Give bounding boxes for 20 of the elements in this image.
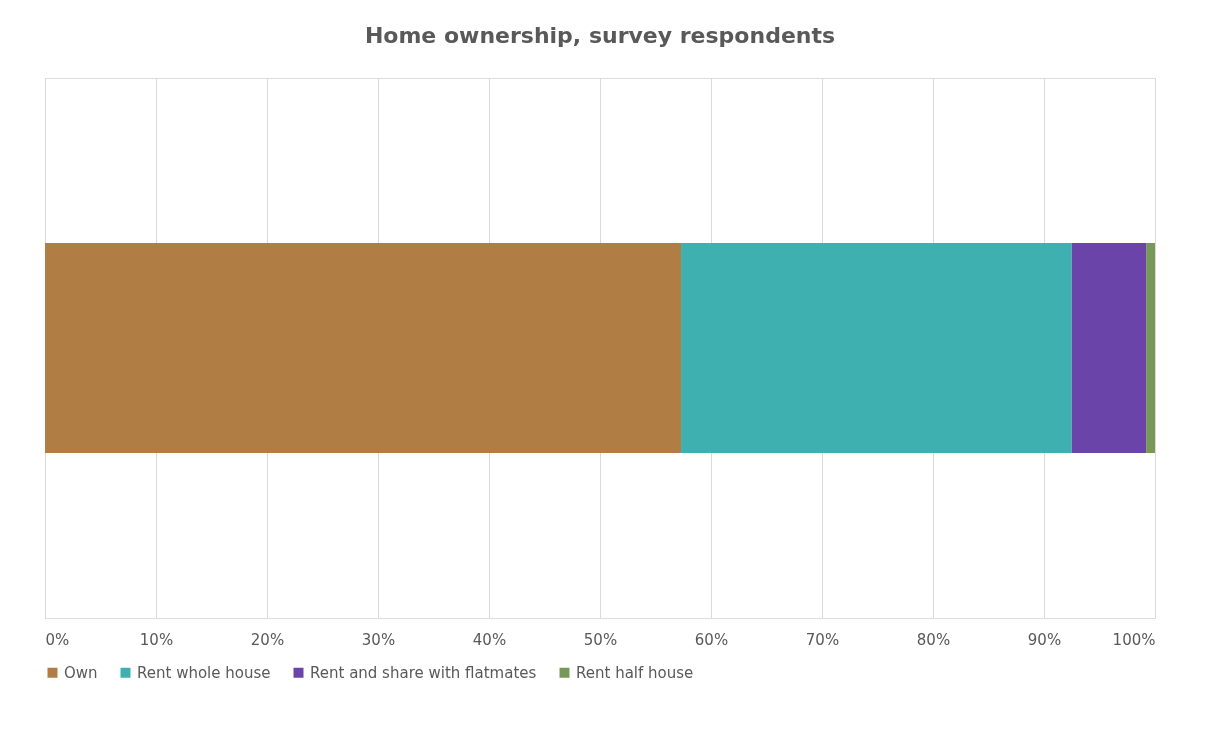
x-tick-label: 60% (694, 630, 729, 649)
bar (1071, 243, 1147, 453)
x-tick-label: 0% (45, 630, 70, 649)
legend-label: Own (64, 663, 98, 682)
legend-label: Rent half house (576, 663, 694, 682)
legend-label: Rent whole house (137, 663, 271, 682)
x-tick-label: 80% (916, 630, 951, 649)
x-tick-label: 90% (1027, 630, 1062, 649)
chart-title: Home ownership, survey respondents (364, 23, 836, 48)
x-tick-label: 40% (472, 630, 507, 649)
bar (681, 243, 1072, 453)
bar (1146, 243, 1155, 453)
x-tick-label: 10% (139, 630, 174, 649)
bar (45, 243, 682, 453)
x-tick-label: 70% (805, 630, 840, 649)
x-tick-label: 20% (250, 630, 285, 649)
legend-label: Rent and share with flatmates (310, 663, 537, 682)
x-tick-label: 100% (1112, 630, 1156, 649)
x-tick-label: 50% (583, 630, 618, 649)
x-tick-label: 30% (361, 630, 396, 649)
